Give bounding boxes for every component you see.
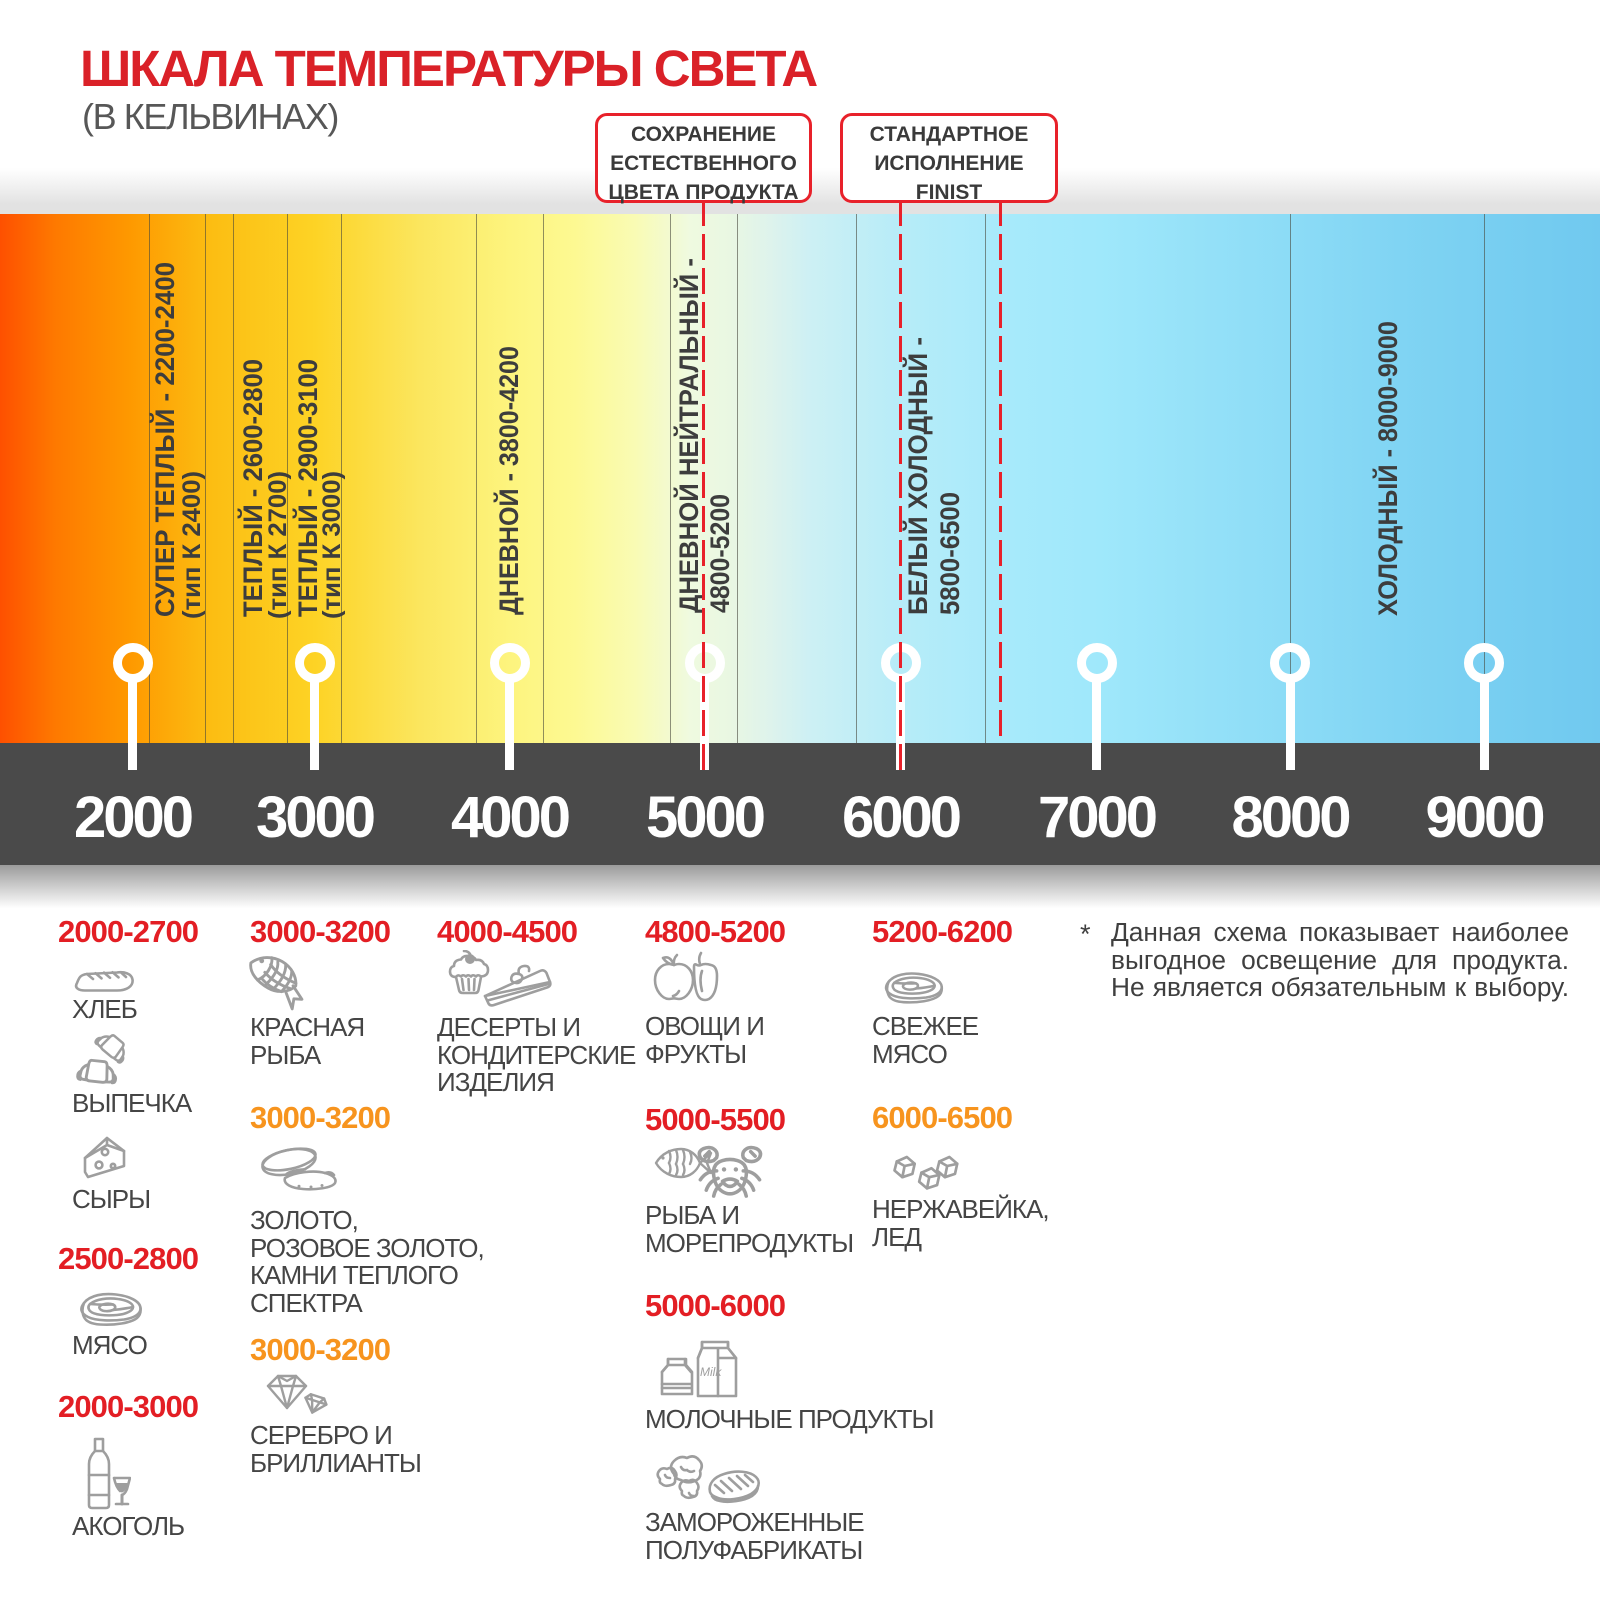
svg-text:Milk: Milk [700,1365,722,1379]
